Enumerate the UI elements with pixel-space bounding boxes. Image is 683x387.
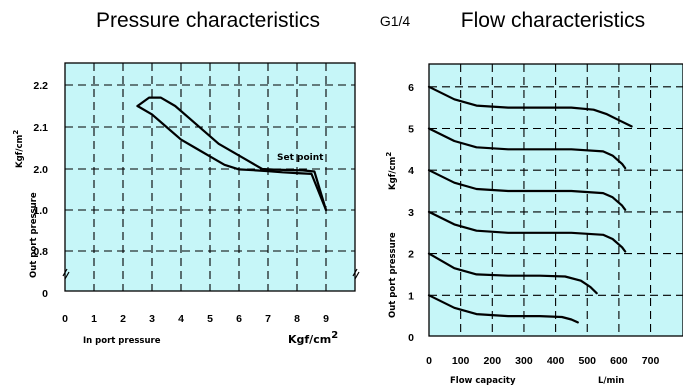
pressure-series-line-1 xyxy=(136,104,328,212)
flow-xtick-label: 200 xyxy=(484,355,502,367)
flow-ytick-label: 3 xyxy=(408,207,414,219)
pressure-xtick-label: 8 xyxy=(294,313,300,325)
flow-series-line-2 xyxy=(427,252,598,295)
flow-ytick-label: 0 xyxy=(408,332,414,344)
pressure-xunit: Kgf/cm2 xyxy=(288,330,338,346)
pressure-tick-labels: 0 1 2 3 4 5 6 7 8 9 0 0.8 1.0 2.0 2.1 2.2 xyxy=(33,80,329,325)
pressure-yunit: Kgf/cm2 xyxy=(12,130,25,168)
flow-ytick-label: 1 xyxy=(408,290,414,302)
flow-chart-title: Flow characteristics xyxy=(461,9,645,32)
y-axis-break-marks xyxy=(62,268,360,280)
pressure-xtick-label: 7 xyxy=(265,313,271,325)
flow-chart: 0 100 200 300 400 500 600 700 0 1 2 3 4 5 6 Flow capac… xyxy=(385,63,683,386)
flow-tick-labels: 0 100 200 300 400 500 600 700 0 1 2 3 4 5 6 xyxy=(408,82,659,367)
model-label: G1/4 xyxy=(380,13,411,29)
flow-ytick-label: 5 xyxy=(408,124,414,136)
pressure-ytick-label: 0.8 xyxy=(33,246,48,258)
pressure-xtick-label: 9 xyxy=(323,313,329,325)
flow-xunit: L/min xyxy=(598,376,624,386)
flow-ylabel: Out port pressure xyxy=(388,232,398,318)
pressure-xtick-label: 2 xyxy=(120,313,126,325)
flow-grid xyxy=(429,64,683,336)
pressure-chart-title: Pressure characteristics xyxy=(96,9,320,32)
pressure-xtick-label: 0 xyxy=(62,313,68,325)
flow-series-line-6 xyxy=(427,85,633,128)
flow-xtick-label: 300 xyxy=(515,355,533,367)
flow-yunit: Kgf/cm2 xyxy=(385,152,398,190)
flow-series-line-5 xyxy=(427,127,627,170)
pressure-ytick-label: 2.0 xyxy=(33,164,48,176)
flow-series-line-3 xyxy=(427,210,627,253)
pressure-xtick-label: 6 xyxy=(236,313,242,325)
flow-xtick-label: 0 xyxy=(426,355,432,367)
pressure-plot-area xyxy=(64,62,356,292)
pressure-ytick-label: 2.2 xyxy=(33,80,48,92)
pressure-ytick-label: 2.1 xyxy=(33,122,48,134)
pressure-ytick-label: 0 xyxy=(42,288,48,300)
pressure-curves xyxy=(136,96,328,212)
flow-xtick-label: 600 xyxy=(610,355,628,367)
pressure-ytick-label: 1.0 xyxy=(33,205,48,217)
pressure-xtick-label: 5 xyxy=(207,313,213,325)
pressure-xlabel: In port pressure xyxy=(83,336,161,346)
pressure-xtick-label: 1 xyxy=(91,313,97,325)
flow-series-line-4 xyxy=(427,169,627,211)
flow-ytick-label: 2 xyxy=(408,249,414,261)
flow-xtick-label: 500 xyxy=(578,355,596,367)
flow-xtick-label: 100 xyxy=(452,355,470,367)
flow-xtick-label: 700 xyxy=(642,355,660,367)
flow-curves xyxy=(427,85,633,324)
pressure-xtick-label: 3 xyxy=(149,313,155,325)
pressure-xtick-label: 4 xyxy=(178,313,184,325)
pressure-ylabel: Out port pressure xyxy=(29,192,39,278)
flow-ytick-label: 4 xyxy=(408,165,414,177)
flow-series-line-1 xyxy=(427,294,579,324)
pressure-grid xyxy=(65,63,355,291)
pressure-chart: 0 1 2 3 4 5 6 7 8 9 0 0.8 1.0 2.0 2.1 2.2 Set point In … xyxy=(12,62,360,346)
set-point-annotation: Set point xyxy=(277,153,324,163)
flow-xtick-label: 400 xyxy=(547,355,565,367)
flow-ytick-label: 6 xyxy=(408,82,414,94)
flow-xlabel: Flow capacity xyxy=(450,376,516,386)
pressure-series-line-2 xyxy=(136,96,328,212)
